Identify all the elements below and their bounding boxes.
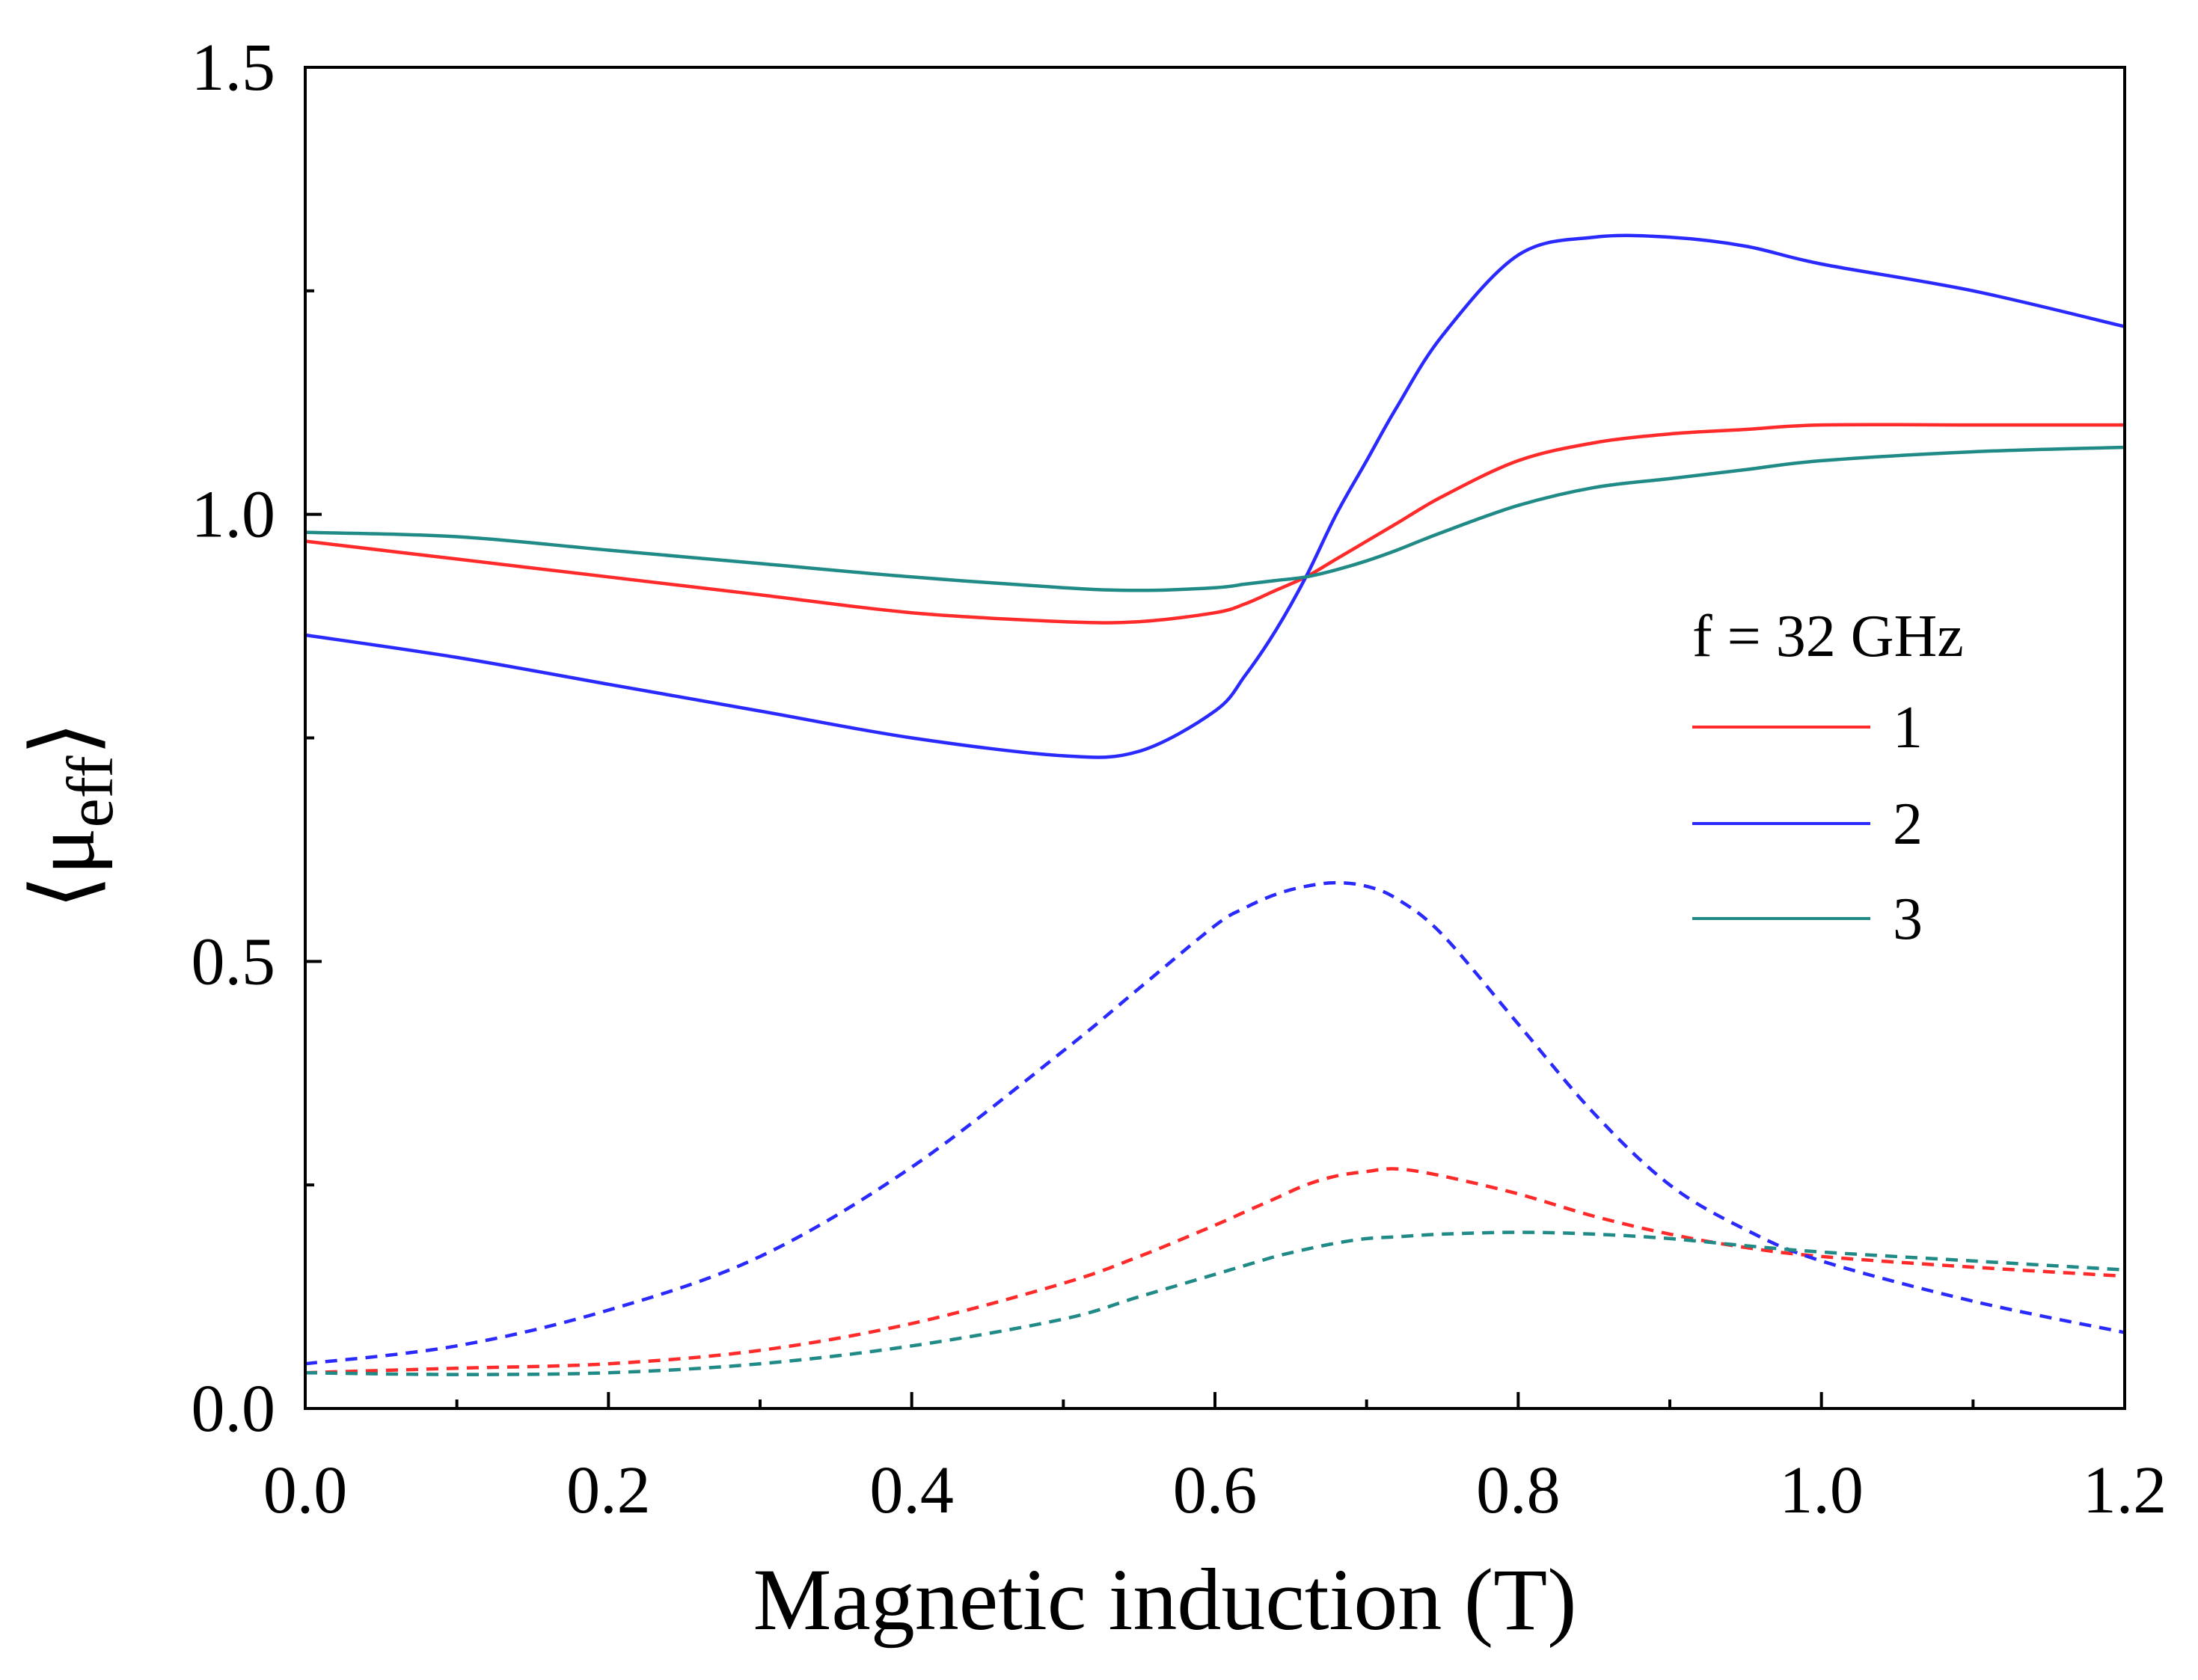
y-tick-label: 0.0 xyxy=(192,1372,276,1446)
legend-title: f = 32 GHz xyxy=(1692,604,1964,669)
x-tick-label: 0.0 xyxy=(263,1453,348,1527)
ticks-layer xyxy=(304,66,2126,1410)
legend-label-3: 3 xyxy=(1893,886,1923,952)
legend: f = 32 GHz 1 2 3 xyxy=(1692,604,1964,952)
y-tick-labels: 0.0 0.5 1.0 1.5 xyxy=(192,31,276,1446)
x-tick-label: 0.6 xyxy=(1173,1453,1258,1527)
series-1-real-line xyxy=(304,423,2125,625)
legend-label-2: 2 xyxy=(1893,791,1923,857)
y-axis-title-right-bracket: ⟩ xyxy=(15,721,113,755)
y-tick-label: 1.0 xyxy=(192,478,276,552)
legend-label-1: 1 xyxy=(1893,695,1923,761)
x-tick-label: 0.8 xyxy=(1476,1453,1561,1527)
x-axis-title: Magnetic induction (T) xyxy=(753,1551,1576,1649)
series-3-imaginary-line xyxy=(304,1230,2125,1376)
x-tick-label: 0.4 xyxy=(869,1453,954,1527)
x-tick-labels: 0.0 0.2 0.4 0.6 0.8 1.0 1.2 xyxy=(263,1453,2167,1527)
series-3-real-line xyxy=(304,445,2125,592)
y-tick-label: 1.5 xyxy=(192,31,276,105)
x-tick-label: 1.2 xyxy=(2083,1453,2167,1527)
y-tick-label: 0.5 xyxy=(192,925,276,999)
y-axis-title: ⟨μeff⟩ xyxy=(15,721,127,909)
y-axis-title-left-bracket: ⟨ xyxy=(15,875,113,910)
series-2-imaginary-line xyxy=(304,880,2125,1366)
series-2-real-line xyxy=(304,233,2125,759)
x-tick-label: 0.2 xyxy=(566,1453,651,1527)
y-axis-title-symbol: μ xyxy=(15,827,113,874)
x-tick-label: 1.0 xyxy=(1779,1453,1864,1527)
series-1-imaginary-line xyxy=(304,1167,2125,1375)
y-axis-title-subscript: eff xyxy=(55,755,127,828)
series-layer xyxy=(304,233,2125,1376)
